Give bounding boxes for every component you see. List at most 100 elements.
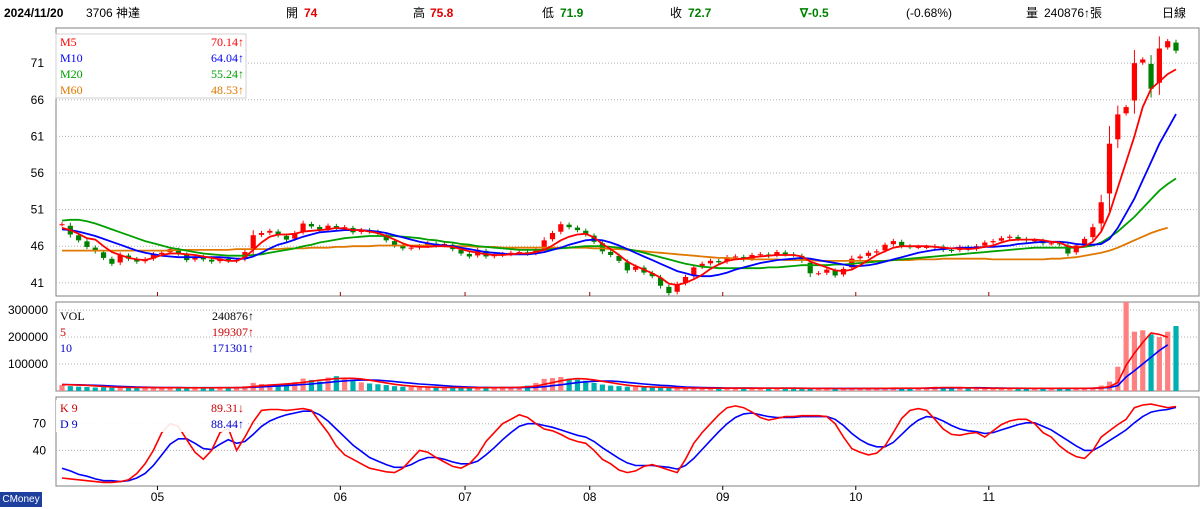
- candle-body: [159, 252, 165, 255]
- candle-body: [333, 226, 339, 228]
- volume-bar: [292, 382, 298, 391]
- candle-body: [317, 226, 323, 231]
- x-axis-month-label: 07: [458, 490, 472, 504]
- volume-bar: [167, 387, 173, 391]
- volume-bar: [109, 387, 115, 391]
- volume-bar: [358, 382, 364, 391]
- candle-body: [100, 252, 107, 258]
- volume-bar: [1090, 387, 1096, 391]
- volume-bar: [757, 388, 763, 391]
- volume-bar: [408, 386, 414, 391]
- volume-bar: [450, 387, 456, 391]
- volume-bar: [782, 388, 788, 391]
- candle-body: [1173, 42, 1179, 51]
- candle-body: [998, 238, 1005, 241]
- candle-body: [915, 246, 921, 248]
- high-value: 75.8: [430, 6, 454, 20]
- volume-bar: [1015, 388, 1021, 391]
- candle-body: [1048, 243, 1054, 245]
- price-tick-label: 41: [31, 276, 45, 290]
- volume-bar: [225, 387, 231, 391]
- price-ma10-line: [61, 113, 1177, 278]
- volume-bar: [566, 378, 572, 391]
- volume-bar: [67, 386, 73, 391]
- candle-body: [1148, 63, 1154, 89]
- candle-body: [982, 242, 988, 246]
- volume-bar: [308, 379, 315, 391]
- price-legend-value: 70.14↑: [211, 35, 244, 49]
- volume-bar: [491, 387, 497, 391]
- kd-legend-value: 88.44↑: [211, 417, 244, 431]
- candle-body: [657, 277, 664, 286]
- volume-legend-value: 171301↑: [212, 341, 254, 355]
- candle-body: [666, 286, 672, 294]
- candle-body: [1140, 59, 1146, 63]
- volume-bar: [383, 385, 389, 391]
- candle-body: [342, 227, 348, 229]
- candle-body: [225, 258, 231, 261]
- candle-body: [92, 247, 98, 252]
- x-axis-month-label: 08: [583, 490, 597, 504]
- volume-bar: [608, 385, 614, 391]
- volume-bar: [815, 388, 822, 391]
- candle-body: [608, 251, 614, 255]
- volume-bar: [849, 388, 855, 391]
- volume-bar: [1065, 388, 1071, 391]
- volume-bar: [1007, 388, 1013, 391]
- volume-bar: [724, 388, 730, 391]
- volume-bar: [1140, 330, 1146, 391]
- volume-bar: [616, 386, 622, 391]
- price-legend-value: 64.04↑: [211, 51, 244, 65]
- volume-bar: [159, 387, 165, 391]
- volume-bar: [874, 388, 880, 391]
- close-value: 72.7: [688, 6, 712, 20]
- stock-name: 3706 神達: [86, 6, 141, 20]
- volume-bar: [117, 387, 123, 391]
- volume-bar: [142, 387, 148, 391]
- candle-body: [824, 269, 830, 273]
- volume-bar: [333, 376, 339, 391]
- candle-body: [599, 243, 605, 252]
- volume-bar: [466, 388, 472, 391]
- volume-legend-value: 240876↑: [212, 309, 254, 323]
- volume-bar: [233, 387, 240, 391]
- volume-bar: [907, 388, 913, 391]
- volume-bar: [475, 387, 481, 391]
- volume-legend-label: 5: [60, 325, 66, 339]
- volume-bar: [915, 388, 921, 391]
- volume-bar: [699, 388, 705, 391]
- candle-body: [857, 256, 863, 259]
- volume-bar: [591, 382, 597, 391]
- cmoney-logo: CMoney: [0, 492, 42, 507]
- volume-bar: [184, 388, 190, 391]
- volume-bar: [641, 387, 647, 391]
- volume-bar: [948, 388, 955, 391]
- candle-body: [691, 267, 697, 276]
- volume-bar: [790, 388, 797, 391]
- candle-body: [292, 233, 298, 239]
- candle-body: [59, 224, 65, 226]
- volume-tick-label: 100000: [8, 357, 48, 371]
- price-tick-label: 71: [31, 56, 45, 70]
- candle-body: [757, 254, 763, 256]
- volume-bar: [76, 386, 82, 391]
- candle-body: [150, 254, 157, 259]
- volume-bar: [707, 388, 714, 391]
- candle-body: [1156, 48, 1162, 83]
- low-value: 71.9: [560, 6, 584, 20]
- volume-legend-value: 199307↑: [212, 325, 254, 339]
- candle-body: [558, 224, 564, 232]
- volume-bar: [283, 383, 290, 391]
- volume-bar: [558, 376, 564, 391]
- volume-bar: [890, 388, 896, 391]
- volume-bar: [1048, 388, 1054, 391]
- kd-legend-label: K 9: [60, 401, 78, 415]
- candle-body: [574, 227, 581, 231]
- candle-body: [325, 225, 331, 230]
- low-label: 低: [542, 6, 555, 20]
- candle-body: [267, 230, 273, 233]
- volume-bar: [865, 388, 872, 391]
- volume-bar: [749, 388, 755, 391]
- volume-bar: [508, 387, 514, 391]
